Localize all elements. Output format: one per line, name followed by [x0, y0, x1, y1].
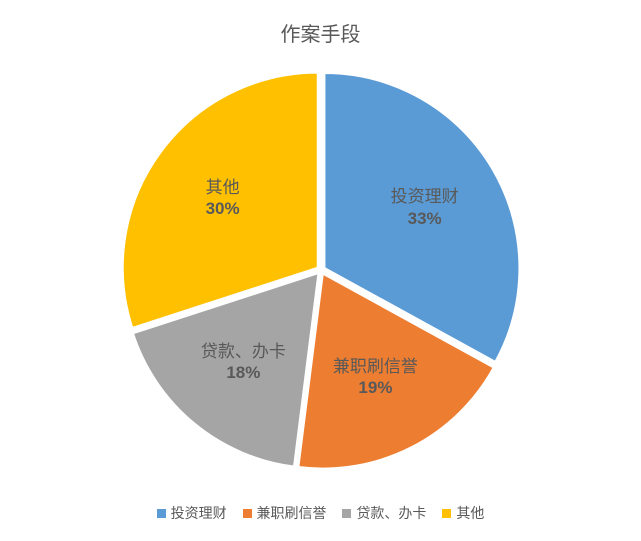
legend-swatch [157, 509, 166, 518]
legend-swatch [442, 509, 451, 518]
legend-label: 兼职刷信誉 [257, 503, 327, 523]
chart-title: 作案手段 [0, 18, 641, 47]
legend-label: 其他 [456, 503, 484, 523]
legend: 投资理财 兼职刷信誉 贷款、办卡 其他 [0, 503, 641, 523]
legend-swatch [243, 509, 252, 518]
legend-item: 其他 [442, 503, 484, 523]
pie-svg [106, 55, 536, 485]
legend-swatch [342, 509, 351, 518]
legend-item: 投资理财 [157, 503, 227, 523]
legend-label: 投资理财 [171, 503, 227, 523]
legend-item: 贷款、办卡 [342, 503, 426, 523]
legend-item: 兼职刷信誉 [243, 503, 327, 523]
legend-label: 贷款、办卡 [356, 503, 426, 523]
pie-area: 投资理财33%兼职刷信誉19%贷款、办卡18%其他30% [0, 55, 641, 485]
chart-container: 作案手段 投资理财33%兼职刷信誉19%贷款、办卡18%其他30% 投资理财 兼… [0, 0, 641, 541]
